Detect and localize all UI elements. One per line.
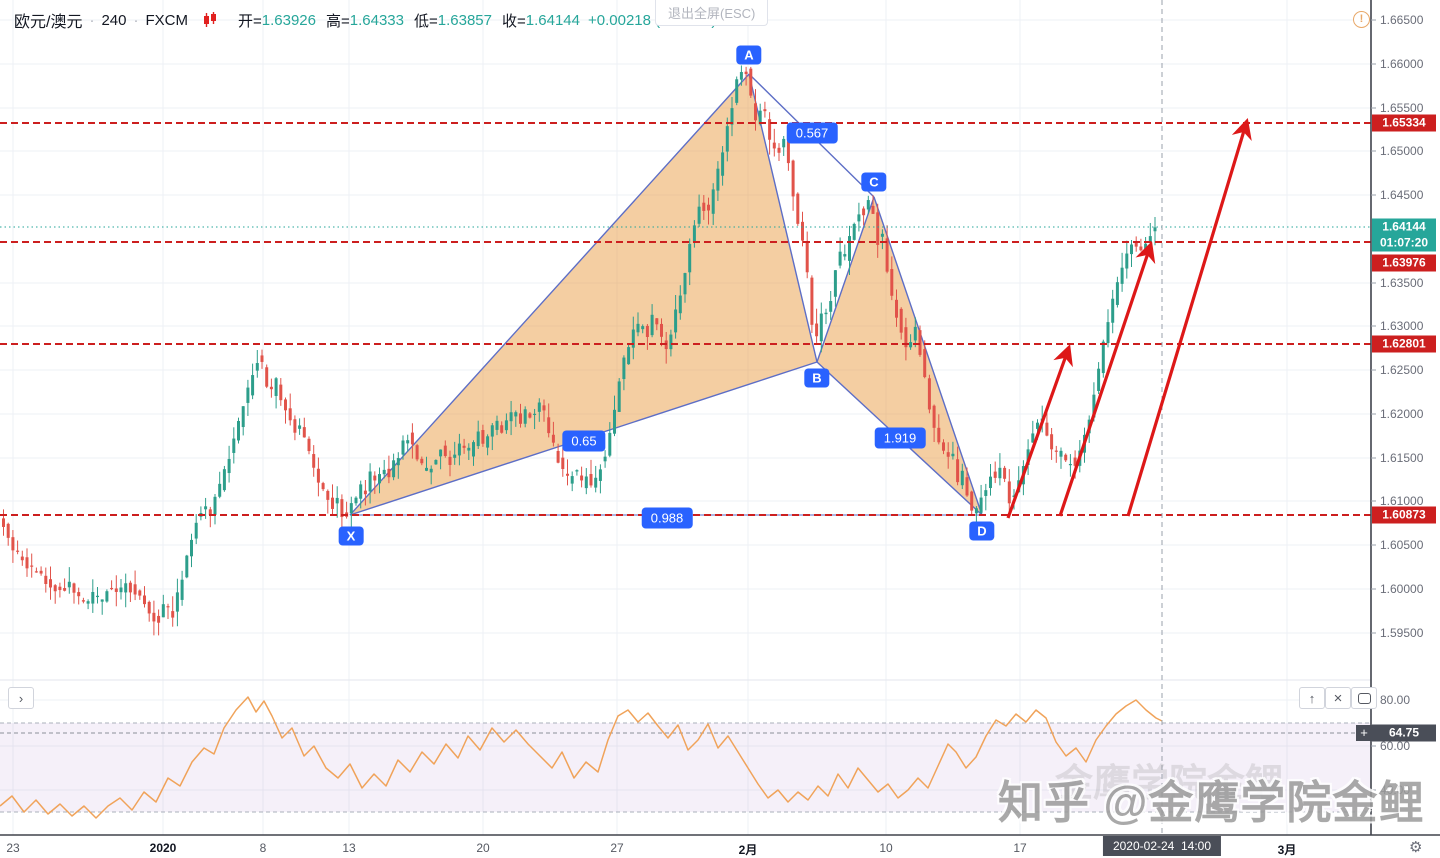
bar-countdown-badge: 01:07:20 [1372,234,1436,252]
pattern-fill [817,197,982,515]
projection-arrow[interactable] [1126,118,1252,517]
price-level-badge: 1.63976 [1372,254,1436,272]
pattern-edge[interactable] [873,196,983,516]
exit-fullscreen-button[interactable]: 退出全屏(ESC) [655,0,769,26]
candlesticks [2,65,1157,636]
separator: · [133,11,139,29]
pattern-point-label-X[interactable]: X [338,526,364,546]
settings-gear-icon[interactable]: ⚙ [1409,839,1423,856]
price-tick-label: 1.61500 [1380,451,1424,465]
separator: · [89,11,95,29]
time-tick-label: 13 [342,841,356,855]
pattern-edge[interactable] [349,73,750,516]
price-tick-label: 1.62000 [1380,407,1424,421]
gridlines [0,0,1371,835]
time-tick-label: 3月 [1277,843,1297,857]
pane-maximize-button[interactable] [1351,687,1377,709]
pattern-point-label-B[interactable]: B [804,368,830,388]
pattern-ratio-label[interactable]: 1.919 [874,427,926,449]
exchange-name: FXCM [145,11,188,29]
close-value: 1.64144 [525,11,580,29]
price-tick-label: 1.60000 [1380,582,1424,596]
price-tick-label: 1.59500 [1380,626,1424,640]
alert-icon[interactable]: ! [1353,11,1370,28]
pattern-ratio-label[interactable]: 0.567 [786,122,838,144]
xabcd-pattern[interactable] [349,73,983,516]
low-value: 1.63857 [437,11,492,29]
maximize-icon [1357,692,1371,704]
pattern-point-label-C[interactable]: C [861,172,887,192]
projection-arrow[interactable] [1058,241,1156,517]
rsi-indicator[interactable] [0,696,1371,819]
pattern-point-label-D[interactable]: D [969,521,995,541]
pattern-fill [350,74,817,515]
price-level-badge: 1.60873 [1372,506,1436,524]
open-label: 开= [237,12,262,30]
rsi-tick-label: 60.00 [1380,739,1411,753]
last-price-badge: 1.64144 [1372,218,1436,236]
symbol-name[interactable]: 欧元/澳元 [14,14,83,31]
pane-close-button[interactable]: × [1325,687,1351,709]
low-label: 低= [413,12,438,30]
rsi-tick-label: 40.00 [1380,783,1411,797]
price-tick-label: 1.63500 [1380,276,1424,290]
price-tick-label: 1.62500 [1380,363,1424,377]
rsi-band [0,723,1371,812]
rsi-line [0,696,1163,819]
rsi-add-alert-button[interactable]: + [1356,725,1372,741]
pattern-point-label-A[interactable]: A [736,45,762,65]
interval-value[interactable]: 240 [101,11,127,29]
price-level-badge: 1.65334 [1372,114,1436,132]
time-tick-label: 10 [879,841,893,855]
time-tick-label: 20 [476,841,490,855]
close-icon: × [1333,689,1343,707]
time-tick-label: 27 [610,841,624,855]
price-level-badge: 1.62801 [1372,335,1436,353]
price-tick-label: 1.66500 [1380,13,1424,27]
candlestick-chart-icon[interactable] [202,12,218,28]
chevron-right-icon: › [18,690,24,706]
watermark: 知乎 @金鹰学院金鲤 [998,777,1425,828]
high-label: 高= [325,12,350,30]
rsi-value-badge: 64.75 [1372,724,1436,742]
chart-header: 欧元/澳元 · 240 · FXCM 开= 1.63926 高= 1.64333 低… [14,8,716,32]
open-value: 1.63926 [261,11,316,29]
pane-move-up-button[interactable]: ↑ [1299,687,1325,709]
projection-arrow[interactable] [1006,344,1073,519]
price-tick-label: 1.66000 [1380,57,1424,71]
price-tick-label: 1.61000 [1380,494,1424,508]
pattern-ratio-label[interactable]: 0.65 [562,430,606,452]
price-tick-label: 1.60500 [1380,538,1424,552]
pane-collapse-button[interactable]: › [8,687,34,709]
time-tick-label: 8 [259,841,267,855]
arrow-up-icon: ↑ [1308,690,1316,706]
price-tick-label: 1.65500 [1380,101,1424,115]
rsi-tick-label: 80.00 [1380,693,1411,707]
time-tick-label: 2月 [738,843,758,857]
price-tick-label: 1.63000 [1380,319,1424,333]
watermark-ghost: 金鹰学院金鲤 [1055,763,1284,805]
time-tick-label: 2020 [149,841,177,855]
price-tick-label: 1.64500 [1380,188,1424,202]
time-tick-label: 17 [1013,841,1027,855]
crosshair-time-badge: 2020-02-24 14:00 [1102,836,1222,856]
time-tick-label: 23 [6,841,20,855]
high-value: 1.64333 [349,11,404,29]
close-label: 收= [501,12,526,30]
pattern-ratio-label[interactable]: 0.988 [641,507,693,529]
price-tick-label: 1.65000 [1380,144,1424,158]
pattern-edge[interactable] [816,196,875,363]
